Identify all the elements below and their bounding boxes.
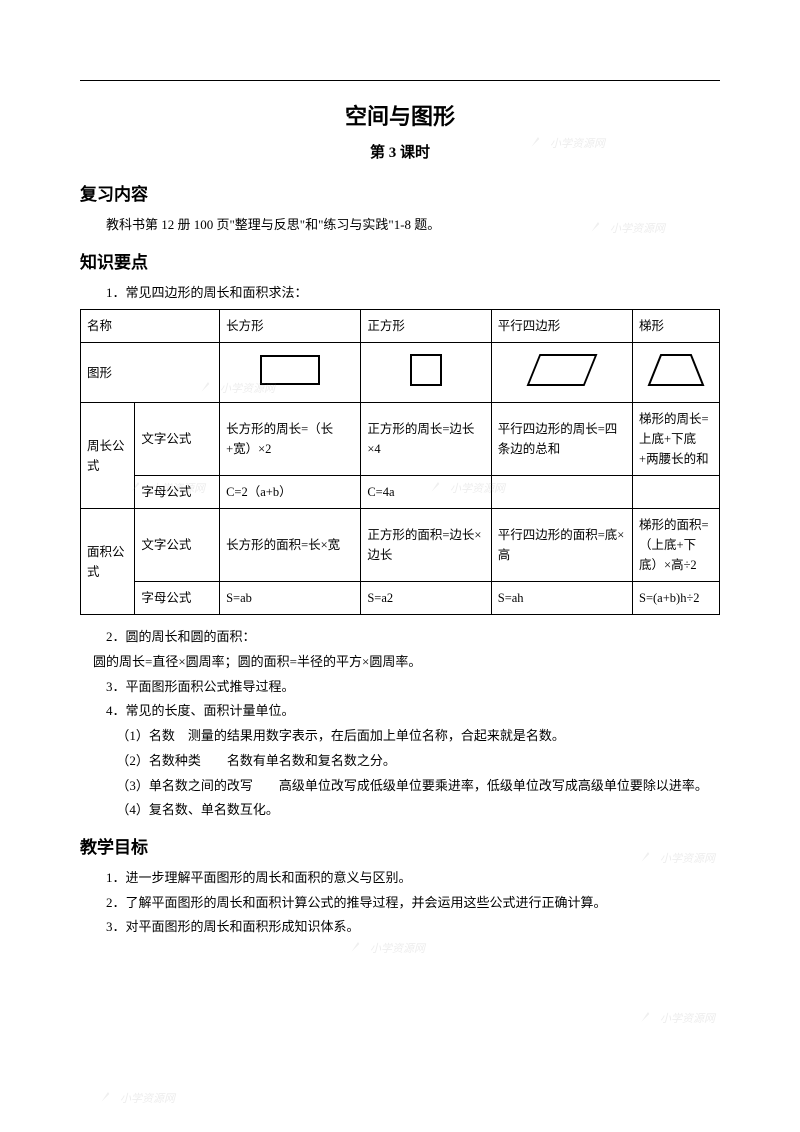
shape-rectangle <box>220 343 361 403</box>
knowledge-item-4-2: （2）名数种类 名数有单名数和复名数之分。 <box>80 749 720 774</box>
formula-table: 名称 长方形 正方形 平行四边形 梯形 图形 周长公式 文字公式 长方形的周长=… <box>80 309 720 615</box>
knowledge-item-3: 3．平面图形面积公式推导过程。 <box>80 675 720 700</box>
area-label: 面积公式 <box>81 509 135 615</box>
perimeter-rect-letter: C=2（a+b） <box>220 476 361 509</box>
section-knowledge-heading: 知识要点 <box>80 248 720 273</box>
th-trapezoid: 梯形 <box>633 310 720 343</box>
perimeter-text-row: 周长公式 文字公式 长方形的周长=（长+宽）×2 正方形的周长=边长×4 平行四… <box>81 403 720 476</box>
review-text: 教科书第 12 册 100 页"整理与反思"和"练习与实践"1-8 题。 <box>80 213 720 238</box>
page-title: 空间与图形 <box>80 99 720 131</box>
text-formula-label: 文字公式 <box>135 403 220 476</box>
perimeter-square-letter: C=4a <box>361 476 491 509</box>
perimeter-trap-letter <box>633 476 720 509</box>
shape-square <box>361 343 491 403</box>
th-name: 名称 <box>81 310 220 343</box>
area-rect-text: 长方形的面积=长×宽 <box>220 509 361 582</box>
section-objectives-heading: 教学目标 <box>80 833 720 858</box>
table-shape-row: 图形 <box>81 343 720 403</box>
area-square-text: 正方形的面积=边长×边长 <box>361 509 491 582</box>
area-rect-letter: S=ab <box>220 582 361 615</box>
perimeter-square-text: 正方形的周长=边长×4 <box>361 403 491 476</box>
rectangle-icon <box>260 355 320 385</box>
table-header-row: 名称 长方形 正方形 平行四边形 梯形 <box>81 310 720 343</box>
trapezoid-icon <box>647 353 705 387</box>
knowledge-item-4: 4．常见的长度、面积计量单位。 <box>80 699 720 724</box>
shape-trapezoid <box>633 343 720 403</box>
knowledge-item-2-text: 圆的周长=直径×圆周率；圆的面积=半径的平方×圆周率。 <box>80 650 720 675</box>
square-icon <box>410 354 442 386</box>
watermark: 小学资源网 <box>640 1010 715 1026</box>
objective-1: 1．进一步理解平面图形的周长和面积的意义与区别。 <box>80 866 720 891</box>
perimeter-trap-text: 梯形的周长=上底+下底+两腰长的和 <box>633 403 720 476</box>
area-para-text: 平行四边形的面积=底×高 <box>491 509 632 582</box>
perimeter-para-text: 平行四边形的周长=四条边的总和 <box>491 403 632 476</box>
letter-formula-label-2: 字母公式 <box>135 582 220 615</box>
objective-2: 2．了解平面图形的周长和面积计算公式的推导过程，并会运用这些公式进行正确计算。 <box>80 891 720 916</box>
area-trap-text: 梯形的面积=（上底+下底）×高÷2 <box>633 509 720 582</box>
knowledge-item-4-4: （4）复名数、单名数互化。 <box>80 798 720 823</box>
area-para-letter: S=ah <box>491 582 632 615</box>
parallelogram-icon <box>526 354 597 386</box>
area-trap-letter: S=(a+b)h÷2 <box>633 582 720 615</box>
knowledge-item-4-3: （3）单名数之间的改写 高级单位改写成低级单位要乘进率，低级单位改写成高级单位要… <box>80 774 720 799</box>
th-rect: 长方形 <box>220 310 361 343</box>
knowledge-item-1: 1．常见四边形的周长和面积求法： <box>80 281 720 306</box>
top-rule <box>80 80 720 81</box>
shape-parallelogram <box>491 343 632 403</box>
letter-formula-label: 字母公式 <box>135 476 220 509</box>
knowledge-item-4-1: （1）名数 测量的结果用数字表示，在后面加上单位名称，合起来就是名数。 <box>80 724 720 749</box>
th-parallelogram: 平行四边形 <box>491 310 632 343</box>
perimeter-para-letter <box>491 476 632 509</box>
th-square: 正方形 <box>361 310 491 343</box>
knowledge-item-2: 2．圆的周长和圆的面积： <box>80 625 720 650</box>
text-formula-label-2: 文字公式 <box>135 509 220 582</box>
watermark: 小学资源网 <box>350 940 425 956</box>
area-text-row: 面积公式 文字公式 长方形的面积=长×宽 正方形的面积=边长×边长 平行四边形的… <box>81 509 720 582</box>
perimeter-label: 周长公式 <box>81 403 135 509</box>
section-review-heading: 复习内容 <box>80 180 720 205</box>
objective-3: 3．对平面图形的周长和面积形成知识体系。 <box>80 915 720 940</box>
row-shape-label: 图形 <box>81 343 220 403</box>
perimeter-letter-row: 字母公式 C=2（a+b） C=4a <box>81 476 720 509</box>
perimeter-rect-text: 长方形的周长=（长+宽）×2 <box>220 403 361 476</box>
page-subtitle: 第 3 课时 <box>80 141 720 162</box>
area-letter-row: 字母公式 S=ab S=a2 S=ah S=(a+b)h÷2 <box>81 582 720 615</box>
watermark: 小学资源网 <box>100 1090 175 1106</box>
area-square-letter: S=a2 <box>361 582 491 615</box>
